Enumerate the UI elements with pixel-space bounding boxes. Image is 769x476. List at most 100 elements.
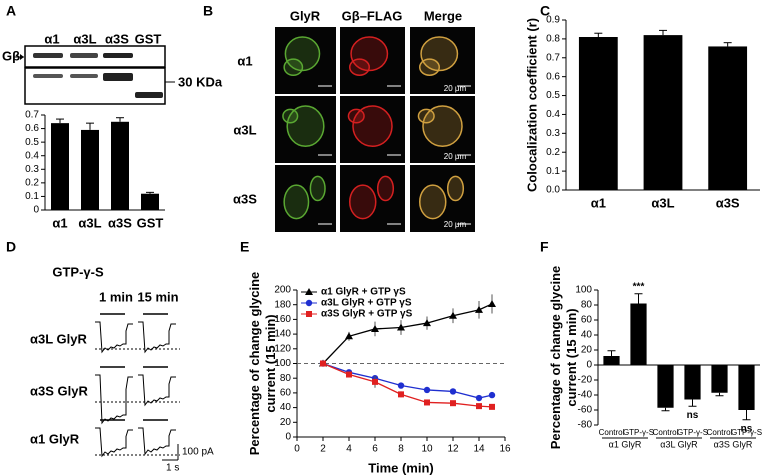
cell bbox=[347, 108, 365, 124]
y-tick-label: 0.1 bbox=[546, 166, 560, 177]
trace-label: α1 GlyR bbox=[30, 431, 80, 446]
column-label: GlyR bbox=[290, 8, 321, 23]
panel-letter: A bbox=[6, 3, 16, 19]
x-tick-label: GST bbox=[137, 215, 164, 230]
x-tick-label: α3L bbox=[651, 195, 674, 210]
trace-label: α3L GlyR bbox=[30, 331, 87, 346]
bar bbox=[738, 365, 755, 410]
y-tick-label: 60 bbox=[581, 315, 593, 326]
y-tick-label: 0.5 bbox=[546, 90, 560, 101]
y-tick-label: 80 bbox=[280, 373, 292, 384]
micrograph bbox=[275, 165, 336, 232]
y-tick-label: 60 bbox=[280, 388, 292, 399]
trace-title: GTP-γ-S bbox=[52, 264, 104, 279]
y-tick-label: 0 bbox=[33, 205, 39, 216]
y-axis-label: Percentage of change glycinecurrent (15 … bbox=[548, 266, 579, 450]
trace bbox=[95, 427, 133, 458]
x-tick-label: α3S bbox=[108, 215, 132, 230]
marker bbox=[371, 324, 379, 332]
micrograph bbox=[410, 165, 475, 232]
x-tick-label: 8 bbox=[398, 444, 404, 455]
bar bbox=[603, 356, 620, 365]
row-label: α3S bbox=[233, 191, 257, 206]
micrographs bbox=[275, 27, 475, 232]
marker bbox=[424, 399, 430, 406]
bar bbox=[684, 365, 701, 400]
y-tick-label: 0.6 bbox=[546, 71, 560, 82]
marker bbox=[345, 332, 353, 340]
cell bbox=[376, 175, 395, 202]
annotation: *** bbox=[633, 281, 645, 292]
cell bbox=[419, 184, 447, 220]
x-tick-label: 14 bbox=[473, 444, 485, 455]
x-tick-label: 16 bbox=[499, 444, 511, 455]
trace-label: α3S GlyR bbox=[30, 383, 88, 398]
y-tick-label: 0.4 bbox=[25, 150, 39, 161]
y-tick-label: 140 bbox=[274, 329, 291, 340]
group-label: α3L GlyR bbox=[660, 439, 698, 449]
marker bbox=[320, 360, 326, 367]
cell bbox=[309, 175, 326, 202]
x-tick-label: α1 bbox=[591, 195, 606, 210]
row-label: α3L bbox=[233, 122, 256, 137]
lane-label: GST bbox=[135, 31, 162, 46]
x-tick-label: 4 bbox=[346, 444, 352, 455]
bar bbox=[643, 35, 683, 190]
cell bbox=[422, 105, 463, 148]
marker bbox=[488, 391, 496, 399]
x-tick-label: α3L bbox=[78, 215, 101, 230]
panel-letter: F bbox=[540, 239, 549, 255]
y-tick-label: -60 bbox=[578, 405, 593, 416]
trace bbox=[138, 427, 176, 456]
cell bbox=[286, 105, 325, 148]
y-tick-label: -80 bbox=[578, 420, 593, 431]
y-tick-label: 40 bbox=[280, 402, 292, 413]
y-tick-label: 0.1 bbox=[25, 191, 39, 202]
marker bbox=[423, 319, 431, 327]
marker bbox=[306, 311, 312, 317]
y-tick-label: 0.4 bbox=[546, 109, 560, 120]
micrograph bbox=[340, 165, 405, 232]
x-tick-label: GTP-γ-S bbox=[623, 428, 654, 437]
y-tick-label: 0.0 bbox=[546, 185, 560, 196]
y-tick-label: 0.2 bbox=[546, 147, 560, 158]
panel-letter: B bbox=[203, 3, 213, 19]
y-tick-label: 200 bbox=[274, 285, 291, 296]
marker bbox=[372, 378, 378, 385]
y-tick-label: 100 bbox=[274, 358, 291, 369]
y-tick-label: 40 bbox=[581, 330, 593, 341]
bar bbox=[708, 46, 748, 190]
bar bbox=[81, 129, 99, 210]
legend-label: α3L GlyR + GTP γS bbox=[321, 298, 412, 309]
marker bbox=[449, 311, 457, 319]
series-line bbox=[322, 362, 493, 408]
marker bbox=[346, 371, 352, 378]
y-axis-label: Percentage of change glycinecurrent (15 … bbox=[247, 272, 278, 456]
lane-label: α3L bbox=[73, 31, 96, 46]
y-tick-label: 0 bbox=[285, 432, 291, 443]
bar bbox=[630, 303, 647, 365]
time-label: 1 min bbox=[99, 289, 133, 304]
bar bbox=[111, 121, 129, 210]
y-tick-label: 0.6 bbox=[25, 123, 39, 134]
group-label: α1 GlyR bbox=[609, 439, 642, 449]
y-tick-label: 0.9 bbox=[546, 15, 560, 26]
marker bbox=[397, 382, 405, 389]
column-label: Gβ–FLAG bbox=[342, 8, 403, 23]
x-tick-label: Control bbox=[707, 428, 733, 437]
micrograph bbox=[410, 96, 475, 163]
marker-label: 30 KDa bbox=[178, 74, 223, 89]
x-tick-label: Control bbox=[599, 428, 625, 437]
marker bbox=[423, 386, 431, 394]
y-tick-label: 20 bbox=[581, 345, 593, 356]
y-tick-label: 0.8 bbox=[546, 34, 560, 45]
marker bbox=[488, 299, 496, 307]
panel-letter: E bbox=[240, 239, 249, 255]
marker bbox=[489, 403, 495, 410]
bar bbox=[657, 365, 674, 408]
cell bbox=[446, 175, 465, 202]
current-traces bbox=[95, 313, 180, 458]
x-tick-label: 6 bbox=[372, 444, 378, 455]
legend-label: α3S GlyR + GTP γS bbox=[321, 309, 413, 320]
